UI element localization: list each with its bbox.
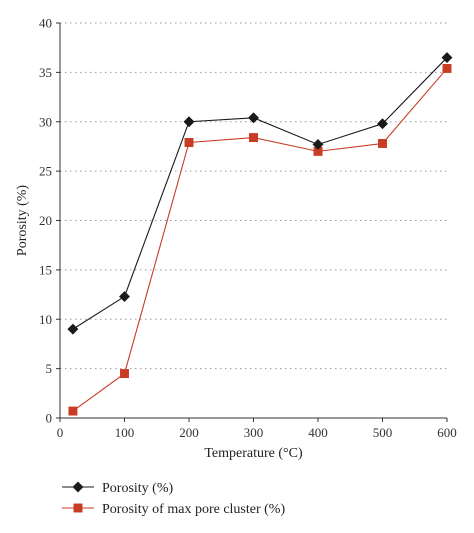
series xyxy=(67,52,453,416)
legend: Porosity (%) Porosity of max pore cluster… xyxy=(62,481,285,517)
y-tick-label-40: 40 xyxy=(39,16,52,31)
series-2-point-5 xyxy=(378,139,387,148)
grid xyxy=(60,22,447,370)
series-1-point-2 xyxy=(183,116,195,128)
series-1-point-1 xyxy=(118,290,131,303)
series-1-point-3 xyxy=(247,112,260,124)
x-tick-label-500: 500 xyxy=(373,425,393,440)
axes xyxy=(56,22,448,422)
x-axis-title: Temperature (°C) xyxy=(204,446,303,461)
series-2-point-2 xyxy=(184,138,194,147)
x-tick-label-600: 600 xyxy=(437,425,457,440)
legend-item-1: Porosity (%) xyxy=(62,481,174,496)
y-tick-label-25: 25 xyxy=(39,164,52,179)
x-tick-label-0: 0 xyxy=(57,425,64,440)
y-tick-label-20: 20 xyxy=(39,213,52,228)
legend-item-2: Porosity of max pore cluster (%) xyxy=(62,502,285,517)
legend-label-1: Porosity (%) xyxy=(102,481,174,496)
series-2-point-6 xyxy=(442,63,452,73)
series-1 xyxy=(67,52,453,335)
x-tick-label-200: 200 xyxy=(179,425,199,440)
x-tick-label-300: 300 xyxy=(244,425,264,440)
series-1-point-6 xyxy=(441,52,453,64)
series-2-line xyxy=(72,68,448,412)
y-tick-label-35: 35 xyxy=(39,65,52,80)
y-tick-label-0: 0 xyxy=(46,411,53,426)
y-tick-label-30: 30 xyxy=(39,114,52,129)
series-1-line xyxy=(72,57,448,330)
y-tick-label-5: 5 xyxy=(46,361,53,376)
y-tick-label-15: 15 xyxy=(39,262,52,277)
y-tick-label-10: 10 xyxy=(39,312,52,327)
x-tick-label-100: 100 xyxy=(115,425,135,440)
y-axis-title: Porosity (%) xyxy=(15,185,30,257)
series-1-point-0 xyxy=(67,323,79,335)
x-tick-label-400: 400 xyxy=(308,425,328,440)
series-2-point-3 xyxy=(249,133,258,143)
series-1-point-5 xyxy=(376,118,389,130)
legend-marker-1 xyxy=(72,481,84,493)
series-2-point-0 xyxy=(68,406,78,416)
series-2 xyxy=(68,63,452,416)
series-2-point-1 xyxy=(120,369,129,379)
series-1-point-4 xyxy=(312,138,324,151)
legend-marker-2 xyxy=(73,503,83,513)
legend-label-2: Porosity of max pore cluster (%) xyxy=(102,502,285,517)
